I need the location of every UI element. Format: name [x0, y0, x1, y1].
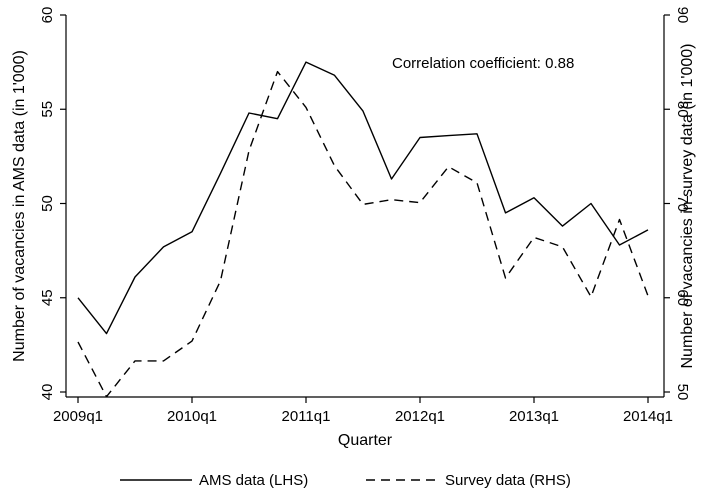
- x-tick-label: 2012q1: [395, 408, 445, 425]
- y-right-tick-label: 60: [674, 289, 691, 306]
- x-axis-title: Quarter: [338, 432, 393, 449]
- legend: AMS data (LHS) Survey data (RHS): [120, 472, 571, 489]
- x-axis-ticks: 2009q1 2010q1 2011q1 2012q1 2013q1 2014q1: [53, 397, 673, 425]
- x-tick-label: 2010q1: [167, 408, 217, 425]
- y-right-tick-label: 70: [674, 195, 691, 212]
- y-left-tick-label: 40: [39, 384, 56, 401]
- y-right-tick-label: 90: [674, 7, 691, 24]
- legend-label-ams: AMS data (LHS): [199, 472, 308, 489]
- x-tick-label: 2011q1: [282, 408, 331, 425]
- y-left-tick-label: 60: [39, 7, 56, 24]
- y-right-tick-label: 50: [674, 384, 691, 401]
- y-right-tick-label: 80: [674, 101, 691, 118]
- y-left-tick-label: 55: [39, 101, 56, 118]
- y-axis-left-title: Number of vacancies in AMS data (in 1'00…: [11, 50, 28, 362]
- legend-label-survey: Survey data (RHS): [445, 472, 571, 489]
- series-line-ams: [77, 61, 649, 335]
- y-left-tick-label: 50: [39, 195, 56, 212]
- y-left-tick-label: 45: [39, 289, 56, 306]
- series-line-survey: [77, 70, 649, 398]
- y-axis-right-title: Number of vacancies in survey data (in 1…: [679, 44, 696, 369]
- x-tick-label: 2009q1: [53, 408, 103, 425]
- x-tick-label: 2014q1: [623, 408, 673, 425]
- correlation-annotation: Correlation coefficient: 0.88: [392, 55, 574, 72]
- right-axis-ticks: 50 60 70 80 90: [664, 7, 691, 401]
- x-tick-label: 2013q1: [509, 408, 559, 425]
- left-axis-ticks: 40 45 50 55 60: [39, 7, 66, 401]
